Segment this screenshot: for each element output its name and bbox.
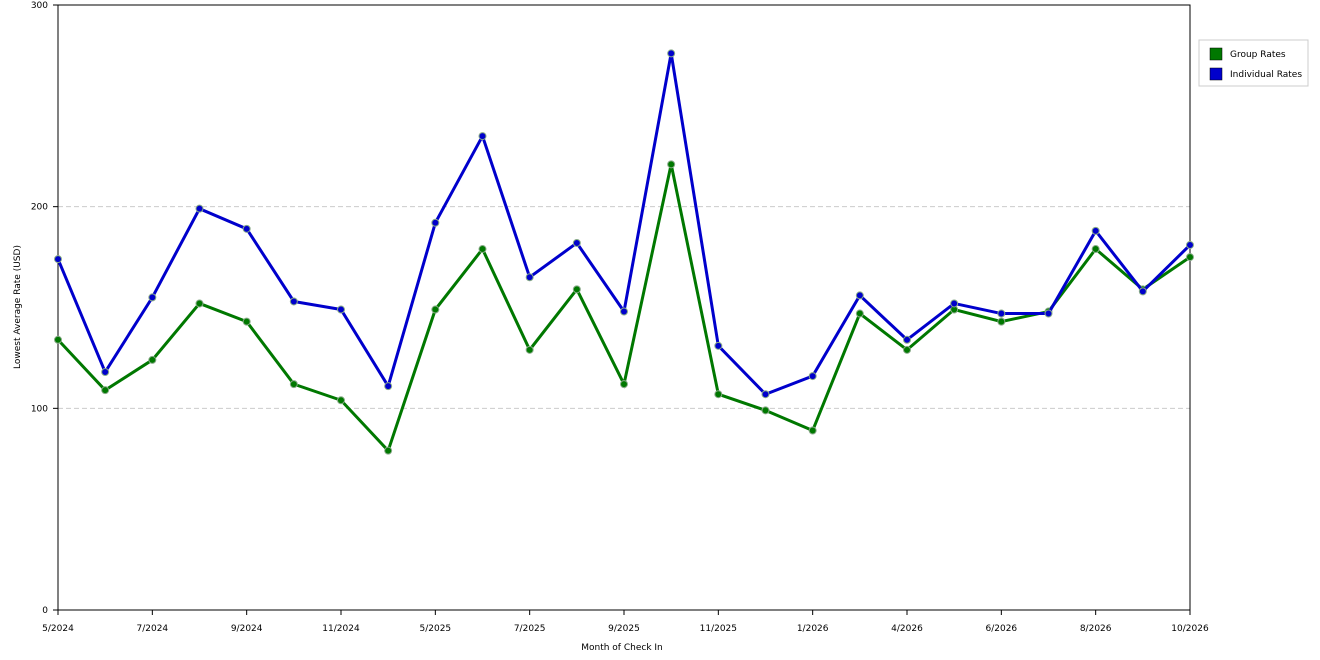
x-tick-label: 10/2026	[1171, 624, 1209, 634]
y-tick-label: 300	[31, 1, 48, 11]
data-point	[620, 307, 628, 316]
data-point	[525, 273, 534, 282]
data-point	[808, 426, 817, 435]
data-point	[54, 335, 62, 344]
x-tick-label: 9/2024	[231, 624, 263, 634]
data-point	[337, 396, 345, 405]
y-tick-label: 0	[42, 606, 48, 616]
data-point	[761, 406, 770, 415]
x-tick-label: 8/2026	[1080, 624, 1112, 634]
data-point	[997, 309, 1006, 318]
data-point	[667, 160, 676, 169]
x-tick-label: 6/2026	[985, 624, 1017, 634]
data-point	[1186, 240, 1194, 249]
data-point	[1186, 253, 1194, 262]
data-point	[950, 299, 959, 308]
data-point	[903, 345, 911, 354]
data-point	[572, 238, 581, 247]
data-point	[667, 49, 676, 58]
x-tick-label: 5/2024	[42, 624, 74, 634]
data-point	[997, 317, 1006, 326]
data-point	[1138, 287, 1147, 296]
data-point	[478, 132, 487, 141]
data-point	[289, 380, 298, 389]
data-point	[101, 368, 110, 377]
x-tick-label: 1/2026	[797, 624, 829, 634]
legend-swatch	[1209, 47, 1223, 61]
data-point	[54, 255, 62, 264]
data-point	[1091, 245, 1100, 254]
y-tick-label: 200	[31, 203, 48, 213]
data-point	[431, 218, 440, 227]
x-tick-label: 5/2025	[419, 624, 451, 634]
x-tick-label: 11/2025	[700, 624, 737, 634]
data-point	[289, 297, 298, 306]
data-point	[384, 446, 393, 455]
x-tick-label: 11/2024	[322, 624, 360, 634]
data-point	[478, 245, 487, 254]
data-point	[855, 309, 864, 318]
data-point	[148, 355, 157, 364]
y-axis-label: Lowest Average Rate (USD)	[13, 245, 23, 369]
legend-label: Individual Rates	[1230, 70, 1302, 80]
data-point	[101, 386, 110, 395]
data-point	[195, 204, 204, 213]
data-point	[195, 299, 204, 308]
data-point	[1044, 309, 1053, 318]
data-point	[714, 390, 723, 399]
data-point	[572, 285, 581, 294]
data-point	[431, 305, 440, 314]
data-point	[242, 317, 251, 326]
data-point	[337, 305, 345, 314]
data-point	[714, 341, 723, 350]
data-point	[242, 224, 251, 233]
y-tick-label: 100	[31, 404, 48, 414]
data-point	[148, 293, 157, 302]
data-point	[855, 291, 864, 300]
data-point	[620, 380, 628, 389]
x-tick-label: 7/2025	[514, 624, 546, 634]
legend-label: Group Rates	[1230, 50, 1286, 60]
data-point	[903, 335, 911, 344]
data-point	[761, 390, 770, 399]
data-point	[384, 382, 393, 391]
data-point	[1091, 226, 1100, 235]
legend-swatch	[1209, 67, 1223, 81]
x-tick-label: 9/2025	[608, 624, 640, 634]
x-axis-label: Month of Check In	[581, 643, 663, 653]
x-tick-label: 4/2026	[891, 624, 923, 634]
data-point	[808, 372, 817, 381]
x-tick-label: 7/2024	[136, 624, 168, 634]
data-point	[525, 345, 534, 354]
series-line	[56, 53, 1192, 396]
